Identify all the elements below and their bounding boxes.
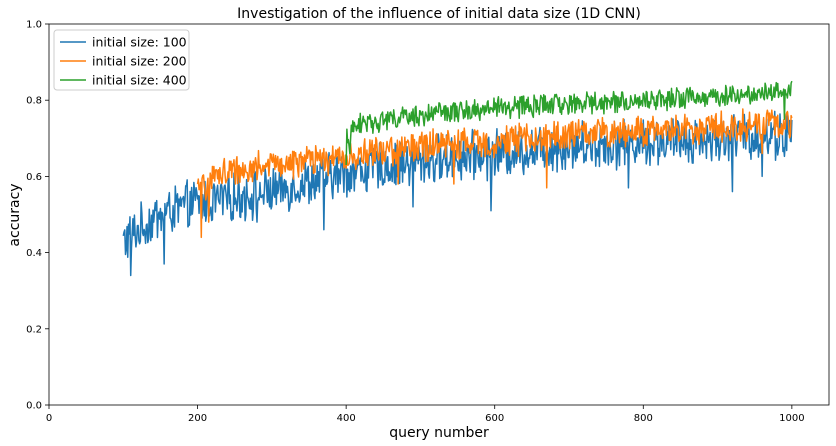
- legend-label: initial size: 200: [92, 54, 187, 69]
- legend-label: initial size: 100: [92, 35, 187, 50]
- y-tick-label: 0.2: [26, 324, 42, 335]
- y-tick-label: 0.0: [26, 401, 42, 412]
- x-tick-label: 1000: [779, 413, 804, 424]
- x-axis-label: query number: [389, 425, 489, 441]
- legend-label: initial size: 400: [92, 73, 187, 88]
- y-tick-label: 0.8: [26, 96, 42, 107]
- series-layer: [122, 80, 793, 277]
- legend-box: [53, 29, 190, 91]
- chart-title: Investigation of the influence of initia…: [237, 6, 641, 22]
- x-tick-label: 600: [485, 413, 504, 424]
- y-tick-label: 1.0: [26, 20, 42, 31]
- y-axis-ticks: 0.0 0.2 0.4 0.6 0.8 1.0: [26, 20, 49, 412]
- series-line-2: [196, 108, 793, 239]
- x-tick-label: 200: [188, 413, 207, 424]
- y-tick-label: 0.6: [26, 172, 42, 183]
- plot-frame: [48, 23, 830, 406]
- legend: initial size: 100 initial size: 200 initia…: [53, 29, 190, 91]
- x-tick-label: 400: [337, 413, 356, 424]
- y-axis-label: accuracy: [7, 183, 23, 246]
- x-tick-label: 800: [634, 413, 653, 424]
- series-line-1: [122, 110, 793, 277]
- series-line-3: [345, 80, 793, 165]
- x-axis-ticks: 0 200 400 600 800 1000: [46, 405, 805, 424]
- y-tick-label: 0.4: [26, 248, 42, 259]
- x-tick-label: 0: [46, 413, 52, 424]
